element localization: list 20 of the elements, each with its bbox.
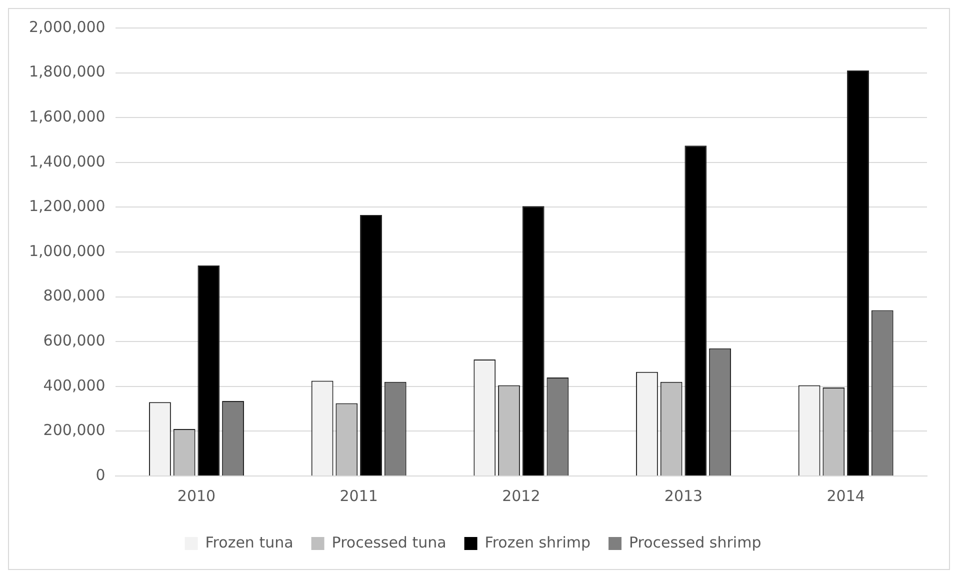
y-tick-label: 1,000,000 [28,242,106,260]
y-tick-label: 200,000 [43,421,106,440]
legend-label: Frozen tuna [205,533,294,552]
x-tick-label: 2014 [826,486,865,505]
y-tick-label: 600,000 [43,331,106,350]
y-tick-label: 1,600,000 [28,107,106,126]
y-tick-label: 1,400,000 [28,152,106,170]
x-tick-label: 2013 [664,486,703,505]
x-tick-label: 2010 [177,486,216,505]
y-tick-label: 1,200,000 [28,197,106,216]
x-tick-label: 2012 [502,486,540,505]
x-tick-label: 2011 [340,486,378,505]
legend-label: Processed tuna [332,533,446,552]
y-tick-label: 800,000 [43,286,106,305]
y-tick-label: 1,800,000 [28,62,106,81]
y-tick-label: 0 [96,466,106,484]
y-tick-label: 2,000,000 [28,18,106,36]
y-tick-label: 400,000 [43,376,106,394]
legend-label: Frozen shrimp [484,533,591,552]
legend-label: Processed shrimp [629,533,762,552]
